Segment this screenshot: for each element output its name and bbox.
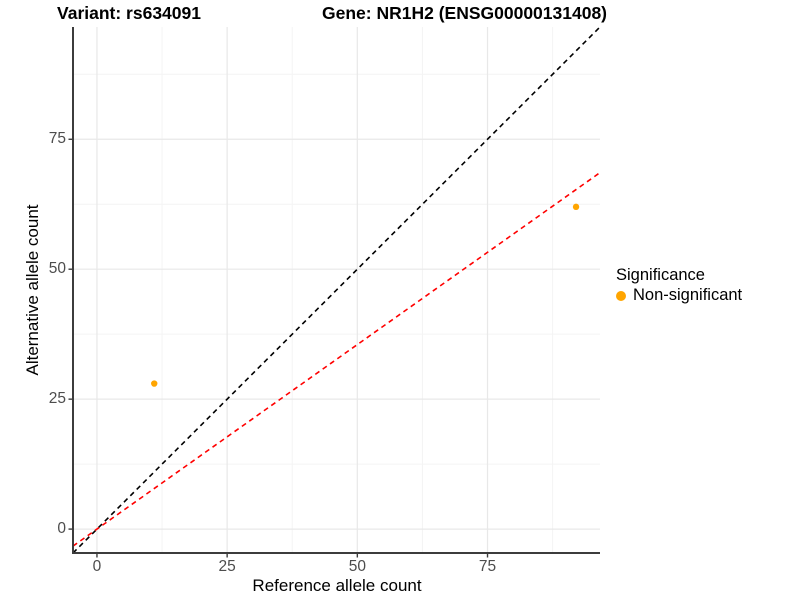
y-tick-label: 25: [48, 390, 66, 408]
data-points: [151, 203, 580, 387]
legend: Significance Non-significant: [616, 266, 742, 305]
minor-gridlines: [73, 27, 600, 553]
legend-items: Non-significant: [616, 286, 742, 305]
y-tick-label: 0: [57, 520, 66, 538]
legend-point-icon: [616, 290, 626, 301]
y-tick-label: 50: [48, 260, 66, 278]
x-tick-label: 75: [478, 558, 497, 575]
axis-lines: [72, 27, 600, 554]
plot-title-variant: Variant: rs634091: [57, 3, 201, 23]
legend-title: Significance: [616, 266, 705, 284]
major-gridlines: [73, 27, 600, 553]
plot-title-gene: Gene: NR1H2 (ENSG00000131408): [322, 3, 608, 23]
scatter-point: [151, 380, 158, 387]
scatter-point: [572, 203, 580, 211]
axis-tick-marks: [68, 138, 489, 558]
x-tick-label: 50: [348, 558, 366, 575]
identity-line: [72, 26, 601, 554]
legend-item: Non-significant: [616, 286, 742, 305]
legend-item-label: Non-significant: [633, 286, 743, 304]
y-axis-label: Alternative allele count: [23, 204, 42, 376]
x-tick-label: 0: [92, 558, 102, 575]
y-tick-label: 75: [48, 130, 66, 148]
x-tick-label: 25: [218, 558, 236, 575]
reference-lines: [72, 26, 601, 554]
x-axis-label: Reference allele count: [252, 576, 422, 595]
fit-line: [72, 171, 601, 547]
